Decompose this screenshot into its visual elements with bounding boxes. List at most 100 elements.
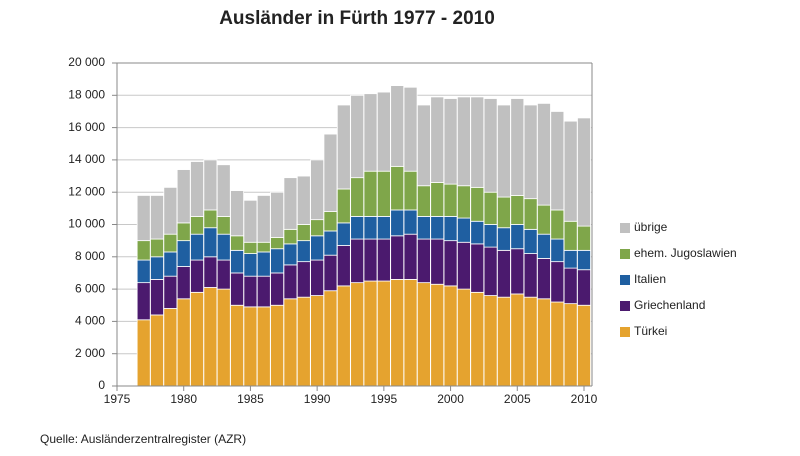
x-tick-label: 1975: [104, 392, 131, 406]
bar-segment: [230, 190, 245, 237]
bar-segment: [150, 195, 164, 240]
bar-segment: [510, 224, 525, 250]
bar-segment: [443, 285, 458, 387]
bar-segment: [403, 86, 418, 172]
bar-segment: [550, 209, 565, 240]
bar-segment: [483, 191, 498, 225]
bar-segment: [430, 216, 445, 240]
bar-segment: [230, 249, 245, 274]
bar-segment: [456, 185, 471, 219]
bar-segment: [470, 220, 485, 245]
y-tick-label: 14 000: [68, 152, 105, 166]
bar-segment: [537, 102, 551, 206]
bar-segment: [216, 216, 231, 235]
bar-segment: [483, 246, 498, 296]
x-tick-label: 2000: [437, 392, 464, 406]
bar-segment: [577, 117, 591, 227]
bar-segment: [376, 170, 391, 217]
x-tick-label: 2010: [571, 392, 598, 406]
bar-segment: [310, 219, 325, 237]
bar-segment: [136, 282, 151, 321]
bar-segment: [550, 238, 565, 263]
bar-segment: [243, 275, 258, 308]
source-note: Quelle: Ausländerzentralregister (AZR): [40, 432, 246, 446]
bar-segment: [456, 217, 471, 243]
bar-segment: [336, 188, 351, 224]
bar-segment: [176, 222, 191, 242]
bar-segment: [203, 209, 218, 229]
bar-segment: [150, 279, 164, 316]
bar-segment: [283, 298, 298, 387]
bar-segment: [497, 249, 511, 298]
y-tick-label: 6 000: [75, 281, 105, 295]
bar-segment: [190, 259, 204, 293]
bar-segment: [483, 224, 498, 248]
bar-segment: [163, 233, 178, 253]
bar-segment: [456, 241, 471, 290]
bar-segment: [243, 306, 258, 387]
bar-segment: [176, 240, 191, 267]
y-tick-label: 0: [98, 378, 105, 392]
bar-segment: [270, 272, 285, 306]
bar-segment: [323, 254, 338, 292]
bar-segment: [310, 159, 325, 221]
bar-segment: [497, 227, 511, 251]
y-tick-label: 12 000: [68, 184, 105, 198]
bar-segment: [390, 209, 405, 237]
bar-segment: [510, 195, 525, 225]
bar-segment: [270, 304, 285, 387]
bar-segment: [376, 280, 391, 387]
bar-segment: [430, 238, 445, 285]
bar-segment: [296, 240, 311, 263]
bar-segment: [523, 228, 538, 254]
bar-segment: [203, 227, 218, 258]
bar-segment: [150, 238, 164, 258]
bar-segment: [310, 295, 325, 387]
bar-segment: [296, 296, 311, 387]
bar-segment: [323, 133, 338, 212]
bar-segment: [310, 259, 325, 296]
bar-segment: [563, 220, 578, 251]
bar-segment: [336, 245, 351, 287]
bar-segment: [416, 282, 431, 387]
bar-segment: [550, 111, 565, 211]
bar-segment: [243, 199, 258, 243]
bar-segment: [416, 104, 431, 187]
bar-segment: [163, 275, 178, 309]
bar-segment: [510, 98, 525, 196]
bar-segment: [136, 319, 151, 387]
bar-segment: [323, 230, 338, 256]
bar-segment: [323, 211, 338, 232]
bar-segment: [510, 293, 525, 387]
bar-segment: [523, 104, 538, 200]
bar-segment: [403, 209, 418, 235]
bar-segment: [390, 279, 405, 387]
bar-segment: [163, 308, 178, 387]
bar-segment: [523, 296, 538, 387]
bar-segment: [176, 266, 191, 300]
bar-segment: [163, 186, 178, 235]
bar-segment: [336, 285, 351, 387]
bar-segment: [296, 261, 311, 298]
bar-segment: [470, 186, 485, 222]
bar-segment: [577, 269, 591, 306]
bar-segment: [430, 96, 445, 183]
bar-segment: [416, 216, 431, 240]
bar-segment: [150, 256, 164, 280]
bar-segment: [523, 253, 538, 298]
bar-segment: [363, 93, 378, 172]
bar-segment: [577, 225, 591, 251]
bar-segment: [270, 237, 285, 250]
legend-label: Türkei: [634, 324, 667, 338]
bar-segment: [216, 259, 231, 290]
bar-segment: [136, 240, 151, 261]
bar-segment: [577, 304, 591, 387]
bar-segment: [443, 183, 458, 217]
bar-segment: [230, 272, 245, 306]
bar-segment: [256, 241, 271, 253]
y-tick-label: 20 000: [68, 55, 105, 69]
bar-segment: [363, 216, 378, 240]
bar-segment: [416, 238, 431, 284]
bar-segment: [190, 161, 204, 217]
